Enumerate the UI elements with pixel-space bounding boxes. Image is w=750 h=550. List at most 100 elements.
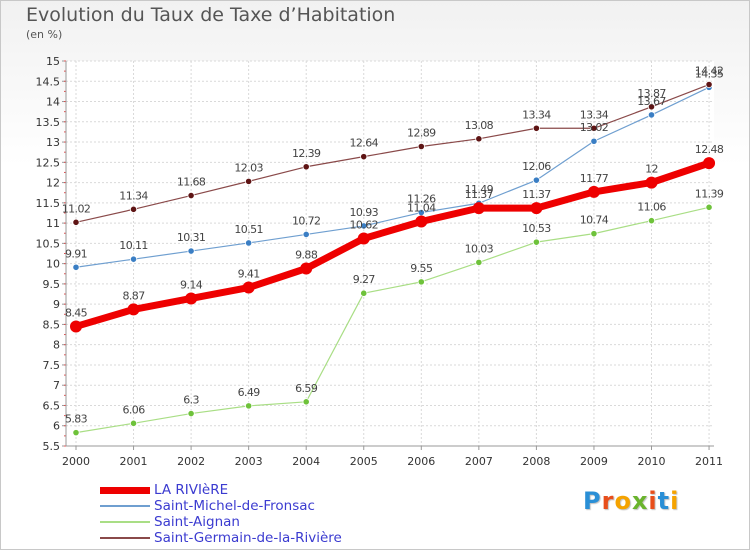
logo-letter: i: [670, 487, 680, 515]
y-tick-label: 10: [46, 258, 60, 271]
data-label: 11.49: [465, 183, 494, 196]
data-point: [360, 222, 368, 230]
data-point: [647, 111, 656, 119]
data-label: 11.37: [522, 188, 551, 201]
y-tick-label: 13.5: [36, 116, 61, 129]
y-tick-label: 8: [53, 339, 60, 352]
data-label: 8.45: [65, 306, 88, 319]
legend-label: Saint-Michel-de-Fronsac: [154, 498, 315, 514]
data-label: 12.06: [522, 160, 551, 173]
logo-letter: i: [648, 487, 658, 515]
x-tick-label: 2000: [62, 455, 90, 468]
data-point: [647, 217, 656, 225]
data-point: [705, 203, 713, 211]
y-tick-label: 11.5: [36, 197, 61, 210]
series-line: [75, 86, 710, 268]
data-label: 10.93: [350, 206, 379, 219]
y-tick-label: 10.5: [36, 237, 61, 250]
data-label: 10.62: [350, 219, 379, 232]
data-point: [127, 303, 140, 316]
legend-label: Saint-Aignan: [154, 514, 240, 530]
x-tick-label: 2011: [695, 455, 723, 468]
data-point: [705, 80, 713, 89]
legend-swatch: [100, 537, 150, 539]
data-label: 10.31: [177, 231, 206, 244]
data-label: 6.3: [183, 394, 199, 407]
data-point: [129, 419, 138, 427]
data-point: [185, 292, 198, 305]
data-point: [245, 402, 253, 410]
data-label: 10.72: [292, 214, 321, 227]
y-tick-label: 12.5: [36, 156, 61, 169]
data-label: 14.42: [695, 65, 724, 78]
data-point: [590, 124, 598, 132]
data-point: [187, 191, 195, 200]
x-tick-label: 2001: [120, 455, 148, 468]
data-label: 12.03: [234, 161, 263, 174]
data-label: 9.88: [295, 248, 318, 261]
y-tick-label: 7.5: [43, 359, 61, 372]
chart-title: Evolution du Taux de Taxe d’Habitation: [26, 4, 396, 26]
data-label: 13.87: [637, 87, 666, 100]
series-line: [75, 83, 710, 223]
y-tick-label: 15: [46, 55, 60, 68]
data-point: [300, 262, 313, 275]
data-point: [72, 429, 80, 437]
data-point: [245, 239, 253, 247]
data-point: [242, 281, 255, 294]
data-point: [703, 157, 716, 170]
x-tick-label: 2007: [465, 455, 493, 468]
data-point: [532, 124, 541, 132]
data-point: [587, 185, 600, 198]
data-label: 6.06: [123, 403, 146, 416]
legend-swatch: [100, 486, 150, 494]
data-label: 13.02: [580, 121, 609, 134]
data-label: 11.77: [580, 172, 609, 185]
data-label: 13.67: [637, 95, 666, 108]
data-label: 11.26: [407, 193, 436, 206]
unit-label: (en %): [26, 28, 63, 41]
y-tick-label: 6.5: [43, 399, 61, 412]
data-label: 10.11: [119, 239, 148, 252]
logo-letter: P: [583, 487, 602, 515]
legend-label: Saint-Germain-de-la-Rivière: [154, 530, 342, 546]
data-label: 9.55: [410, 262, 433, 275]
data-point: [70, 320, 82, 333]
legend-label: LA RIVIèRE: [154, 482, 229, 498]
data-label: 14.35: [695, 67, 724, 80]
data-label: 8.87: [123, 289, 146, 302]
data-point: [590, 230, 598, 238]
logo-letter: x: [631, 487, 649, 515]
series-line: [75, 159, 711, 330]
data-label: 11.39: [695, 187, 724, 200]
data-point: [532, 176, 541, 184]
data-point: [360, 289, 368, 297]
data-label: 13.08: [465, 119, 494, 132]
data-point: [645, 176, 658, 189]
data-point: [302, 230, 310, 239]
logo-letter: r: [601, 487, 615, 515]
data-point: [532, 238, 541, 246]
data-label: 6.59: [295, 382, 318, 395]
y-tick-label: 6: [53, 420, 60, 433]
data-label: 13.34: [522, 108, 551, 121]
data-point: [472, 202, 485, 215]
data-point: [360, 153, 368, 161]
legend-swatch: [100, 521, 150, 523]
data-point: [590, 137, 598, 145]
y-tick-label: 12: [46, 177, 60, 190]
y-tick-label: 9: [53, 298, 60, 311]
data-point: [302, 163, 310, 171]
data-point: [530, 202, 543, 215]
data-label: 11.06: [637, 201, 666, 214]
data-point: [187, 247, 195, 255]
data-label: 11.02: [62, 202, 91, 215]
data-label: 10.51: [234, 223, 263, 236]
data-label: 11.68: [177, 176, 206, 189]
data-label: 9.14: [180, 278, 203, 291]
logo-letter: o: [614, 487, 632, 515]
x-tick-label: 2003: [235, 455, 263, 468]
data-point: [129, 205, 138, 213]
y-tick-label: 7: [53, 379, 60, 392]
